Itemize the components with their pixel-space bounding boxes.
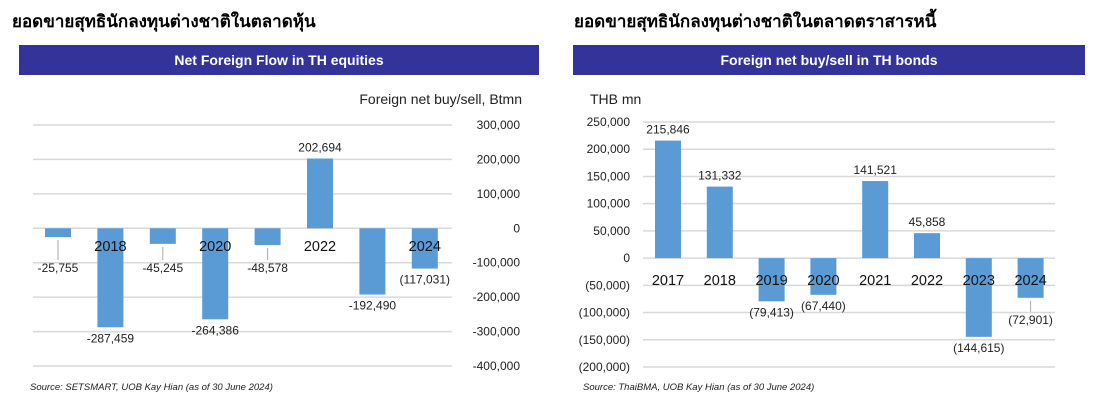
data-label: (117,031) <box>400 273 450 287</box>
y-tick-label: 150,000 <box>587 169 631 183</box>
x-tick-label: 2023 <box>963 273 995 289</box>
y-tick-label: (200,000) <box>579 360 630 374</box>
x-tick-label: 2018 <box>704 273 736 289</box>
x-tick-label: 2020 <box>199 239 231 255</box>
y-tick-label: -300,000 <box>473 325 521 339</box>
bar-2019 <box>758 258 785 302</box>
x-tick-label: 2022 <box>911 273 943 289</box>
data-label: (79,413) <box>749 305 794 319</box>
data-label: 215,846 <box>646 123 690 137</box>
y-tick-label: -100,000 <box>473 256 521 270</box>
bar-2018 <box>97 228 124 328</box>
bonds-chart: THB mn 250,000 200,000 150,000 100,000 50,000… <box>579 91 1055 374</box>
y-tick-label: (150,000) <box>579 333 630 347</box>
data-label: 45,858 <box>909 215 946 229</box>
data-label: (72,901) <box>1008 313 1053 327</box>
y-tick-label: 100,000 <box>587 197 631 211</box>
y-tick-label: 100,000 <box>477 187 521 201</box>
left-source-note: Source: SETSMART, UOB Kay Hian (as of 30… <box>30 382 273 393</box>
y-axis-title: Foreign net buy/sell, Btmn <box>359 91 522 107</box>
data-label: (144,615) <box>953 341 1004 355</box>
data-label: 202,694 <box>298 141 342 155</box>
y-tick-label: -400,000 <box>473 359 521 373</box>
bar-2023 <box>965 258 992 337</box>
data-label: -264,386 <box>192 323 240 337</box>
bar-2020 <box>810 258 837 295</box>
data-label: -25,755 <box>38 261 79 275</box>
y-tick-label: -200,000 <box>473 290 521 304</box>
right-source-note: Source: ThaiBMA, UOB Kay Hian (as of 30 … <box>583 382 815 393</box>
x-tick-label: 2019 <box>755 273 787 289</box>
bar-4 <box>254 228 281 246</box>
y-tick-label: 50,000 <box>593 224 630 238</box>
y-tick-label: 0 <box>623 251 630 265</box>
data-label: -48,578 <box>247 261 288 275</box>
y-tick-label: (50,000) <box>585 278 630 292</box>
data-label: -45,245 <box>142 261 183 275</box>
y-tick-label: (100,000) <box>579 306 630 320</box>
bar-2 <box>149 228 176 244</box>
bar-2024 <box>1017 258 1044 298</box>
data-label: (67,440) <box>801 299 846 313</box>
x-tick-label: 2017 <box>652 273 684 289</box>
left-thai-heading: ยอดขายสุทธินักลงทุนต่างชาติในตลาดหุ้น <box>12 12 316 32</box>
equities-chart: Foreign net buy/sell, Btmn 300,000 200,000… <box>33 91 522 373</box>
x-tick-label: 2022 <box>304 239 336 255</box>
data-label: 131,332 <box>698 169 742 183</box>
right-chart-banner: Foreign net buy/sell in TH bonds <box>573 45 1085 75</box>
y-tick-label: 200,000 <box>477 152 521 166</box>
y-tick-label: 200,000 <box>587 142 631 156</box>
left-chart-banner: Net Foreign Flow in TH equities <box>19 45 539 75</box>
bar-2022 <box>307 158 333 229</box>
bar-6 <box>359 228 386 295</box>
x-tick-label: 2018 <box>94 239 126 255</box>
bar-2021 <box>862 181 889 259</box>
bar-0 <box>45 228 71 238</box>
bar-2020 <box>202 228 229 320</box>
data-label: -287,459 <box>87 331 135 345</box>
right-thai-heading: ยอดขายสุทธินักลงทุนต่างชาติในตลาดตราสารห… <box>574 12 937 32</box>
y-tick-label: 300,000 <box>477 118 521 132</box>
x-tick-label: 2024 <box>409 239 441 255</box>
bar-2017 <box>655 140 681 259</box>
bar-2022 <box>914 233 940 259</box>
bar-2024 <box>411 228 438 269</box>
x-tick-label: 2020 <box>807 273 839 289</box>
bar-2018 <box>706 186 733 259</box>
y-tick-label: 250,000 <box>587 115 631 129</box>
x-tick-label: 2024 <box>1014 273 1046 289</box>
y-tick-label: 0 <box>513 221 520 235</box>
x-tick-label: 2021 <box>859 273 891 289</box>
data-label: 141,521 <box>854 163 898 177</box>
data-label: -192,490 <box>349 299 397 313</box>
y-axis-title: THB mn <box>590 91 641 107</box>
